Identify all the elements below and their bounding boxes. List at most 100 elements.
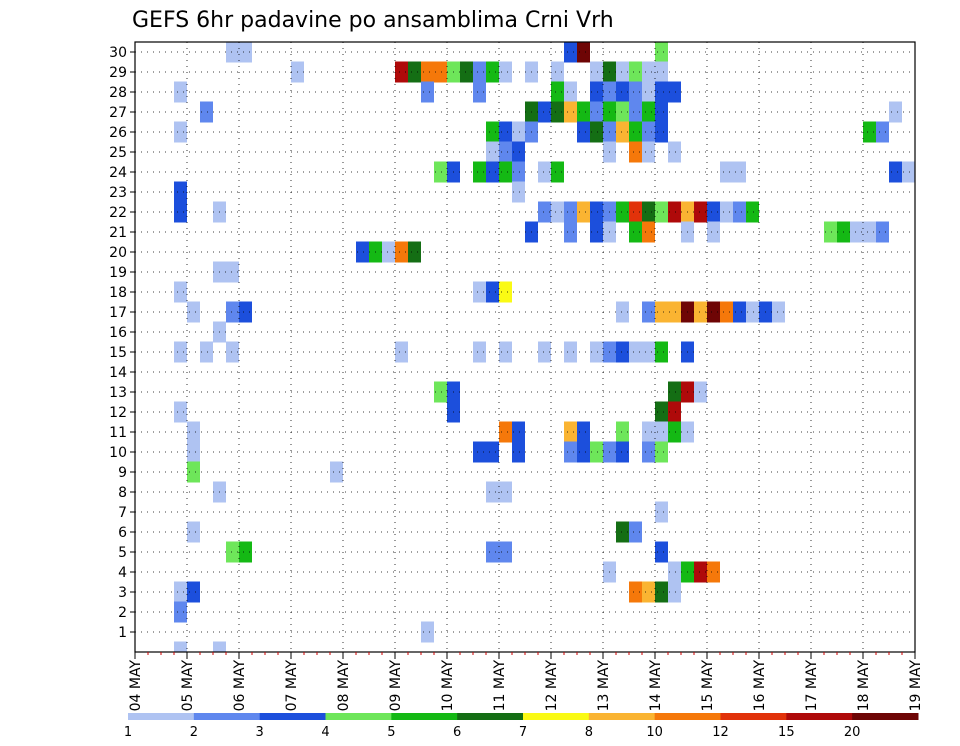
precip-cell	[551, 81, 564, 103]
precip-cell	[330, 461, 343, 483]
precip-cell	[564, 221, 577, 243]
precip-cell	[187, 301, 200, 323]
precip-cell	[577, 121, 590, 143]
cells-layer	[174, 42, 915, 652]
precip-cell	[616, 101, 629, 123]
precip-cell	[642, 121, 655, 143]
precip-cell	[655, 501, 668, 523]
y-tick-label: 27	[109, 105, 127, 121]
precip-cell	[616, 441, 629, 463]
precip-cell	[174, 401, 187, 423]
precip-cell	[187, 421, 200, 443]
precip-cell	[655, 201, 668, 223]
precip-cell	[642, 141, 655, 163]
precip-cell	[486, 141, 499, 163]
y-axis: 1234567891011121314151617181920212223242…	[109, 45, 135, 641]
x-tick-label: 06 MAY	[232, 660, 248, 712]
colorbar-swatch	[259, 713, 326, 720]
precip-cell	[655, 42, 668, 63]
precip-cell	[642, 421, 655, 443]
precip-cell	[577, 101, 590, 123]
precip-cell	[590, 221, 603, 243]
precip-cell	[720, 161, 733, 183]
y-tick-label: 11	[109, 425, 127, 441]
x-tick-label: 05 MAY	[180, 660, 196, 712]
precip-cell	[889, 101, 902, 123]
x-tick-label: 14 MAY	[648, 660, 664, 712]
precip-cell	[590, 441, 603, 463]
precip-cell	[642, 301, 655, 323]
precip-cell	[499, 481, 512, 503]
y-tick-label: 18	[109, 285, 127, 301]
precip-cell	[642, 221, 655, 243]
colorbar-label: 7	[519, 725, 527, 740]
precip-cell	[590, 201, 603, 223]
y-tick-label: 22	[109, 205, 127, 221]
precip-cell	[889, 161, 902, 183]
precip-cell	[239, 42, 252, 63]
precip-cell	[226, 261, 239, 283]
colorbar-swatch	[128, 713, 195, 720]
precip-cell	[720, 301, 733, 323]
precip-cell	[512, 181, 525, 203]
precip-cell	[616, 201, 629, 223]
precip-cell	[577, 441, 590, 463]
precip-cell	[460, 61, 473, 83]
precip-cell	[694, 381, 707, 403]
precip-cell	[187, 441, 200, 463]
precip-cell	[655, 61, 668, 83]
precip-cell	[499, 421, 512, 443]
x-tick-label: 10 MAY	[440, 660, 456, 712]
precip-cell	[200, 341, 213, 363]
colorbar-swatch	[588, 713, 656, 720]
precip-cell	[499, 141, 512, 163]
precip-cell	[395, 61, 408, 83]
colorbar-label: 1	[124, 725, 132, 740]
precip-cell	[642, 81, 655, 103]
x-axis: 04 MAY 05 MAY 06 MAY 07 MAY 08 MAY 09 MAY 10 M…	[128, 652, 924, 711]
colorbar-swatch	[786, 713, 853, 720]
precip-cell	[629, 81, 642, 103]
y-tick-label: 10	[109, 445, 127, 461]
precip-cell	[668, 381, 681, 403]
x-tick-label: 15 MAY	[700, 660, 716, 712]
precip-cell	[746, 201, 759, 223]
precip-cell	[226, 42, 239, 63]
precip-cell	[551, 61, 564, 83]
colorbar-swatch	[325, 713, 392, 720]
y-tick-label: 19	[109, 265, 127, 281]
y-tick-label: 21	[109, 225, 127, 241]
precip-cell	[512, 161, 525, 183]
precip-cell	[824, 221, 837, 243]
precip-cell	[486, 541, 499, 563]
y-tick-label: 6	[118, 525, 127, 541]
precip-cell	[564, 421, 577, 443]
colorbar-label: 12	[712, 725, 729, 740]
precip-cell	[616, 341, 629, 363]
precip-cell	[538, 201, 551, 223]
precip-cell	[629, 221, 642, 243]
precip-cell	[564, 441, 577, 463]
precip-cell	[655, 301, 668, 323]
precip-cell	[642, 581, 655, 603]
precip-cell	[434, 381, 447, 403]
precip-cell	[200, 101, 213, 123]
colorbar-label: 4	[321, 725, 329, 740]
precip-cell	[395, 341, 408, 363]
precip-cell	[577, 42, 590, 63]
x-tick-label: 19 MAY	[908, 660, 924, 712]
y-tick-label: 28	[109, 85, 127, 101]
y-tick-label: 16	[109, 325, 127, 341]
precip-cell	[473, 81, 486, 103]
precip-cell	[538, 341, 551, 363]
colorbar-label: 15	[778, 725, 795, 740]
precip-cell	[655, 581, 668, 603]
y-tick-label: 8	[118, 485, 127, 501]
colorbar-swatch	[457, 713, 524, 720]
precip-cell	[499, 161, 512, 183]
precip-cell	[863, 121, 876, 143]
precip-cell	[174, 281, 187, 303]
precip-cell	[577, 421, 590, 443]
